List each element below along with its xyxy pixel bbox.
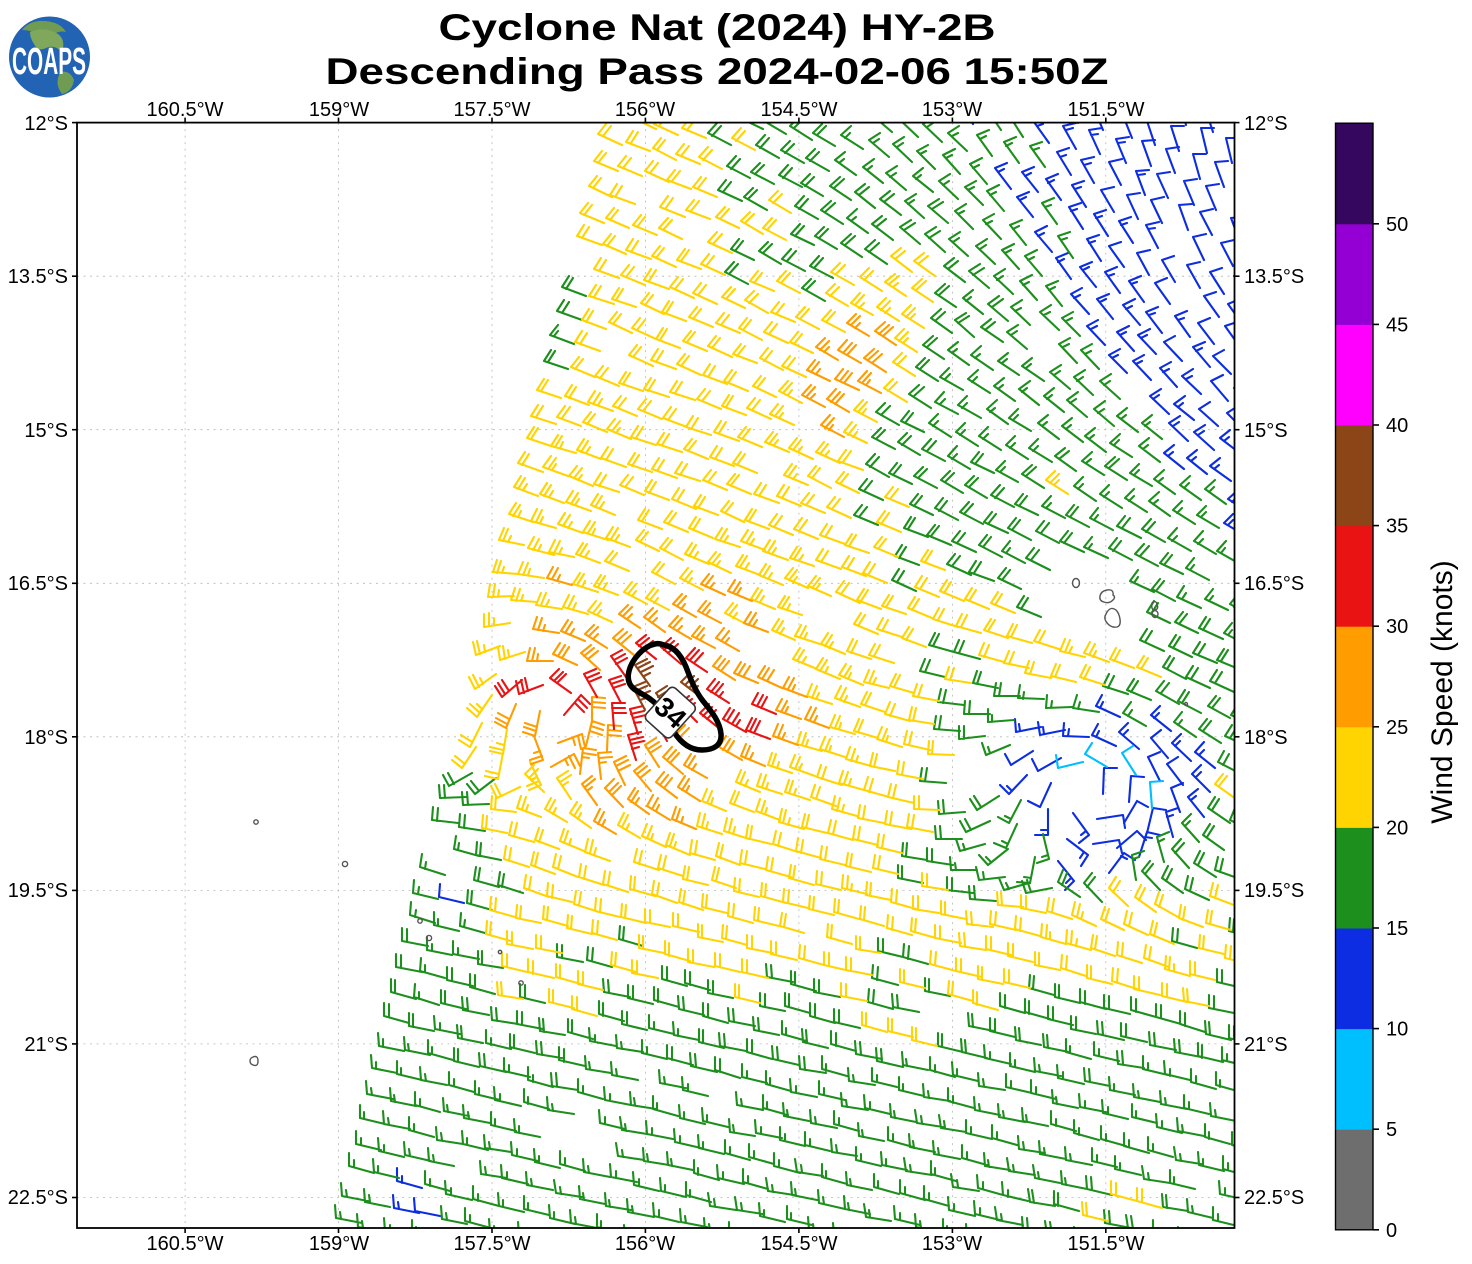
svg-text:154.5°W: 154.5°W [761, 99, 838, 121]
svg-text:18°S: 18°S [1244, 727, 1288, 749]
svg-text:15°S: 15°S [24, 420, 68, 442]
svg-text:16.5°S: 16.5°S [1244, 573, 1304, 595]
svg-text:45: 45 [1386, 314, 1408, 336]
svg-text:157.5°W: 157.5°W [454, 99, 531, 121]
svg-text:13.5°S: 13.5°S [8, 266, 68, 288]
svg-text:50: 50 [1386, 214, 1408, 236]
svg-text:COAPS: COAPS [12, 41, 86, 83]
svg-text:30: 30 [1386, 616, 1408, 638]
svg-text:5: 5 [1386, 1119, 1397, 1141]
svg-text:10: 10 [1386, 1019, 1408, 1041]
svg-text:Descending Pass 2024-02-06 15:: Descending Pass 2024-02-06 15:50Z [326, 51, 1109, 92]
svg-text:156°W: 156°W [615, 1233, 675, 1255]
svg-text:Wind Speed (knots): Wind Speed (knots) [1426, 560, 1459, 823]
svg-text:18°S: 18°S [24, 727, 68, 749]
svg-text:19.5°S: 19.5°S [1244, 880, 1304, 902]
svg-text:159°W: 159°W [309, 99, 369, 121]
svg-text:22.5°S: 22.5°S [8, 1187, 68, 1209]
svg-text:157.5°W: 157.5°W [454, 1233, 531, 1255]
svg-text:19.5°S: 19.5°S [8, 880, 68, 902]
svg-text:153°W: 153°W [922, 1233, 982, 1255]
svg-text:153°W: 153°W [922, 99, 982, 121]
svg-text:35: 35 [1386, 516, 1408, 538]
svg-text:16.5°S: 16.5°S [8, 573, 68, 595]
svg-text:22.5°S: 22.5°S [1244, 1187, 1304, 1209]
svg-text:20: 20 [1386, 817, 1408, 839]
svg-text:156°W: 156°W [615, 99, 675, 121]
svg-text:21°S: 21°S [24, 1034, 68, 1056]
svg-text:25: 25 [1386, 717, 1408, 739]
svg-text:160.5°W: 160.5°W [147, 1233, 224, 1255]
svg-text:13.5°S: 13.5°S [1244, 266, 1304, 288]
svg-text:0: 0 [1386, 1220, 1397, 1242]
svg-text:12°S: 12°S [1244, 113, 1288, 135]
svg-text:Cyclone Nat (2024) HY-2B: Cyclone Nat (2024) HY-2B [439, 7, 996, 48]
svg-text:15: 15 [1386, 918, 1408, 940]
svg-text:21°S: 21°S [1244, 1034, 1288, 1056]
svg-text:160.5°W: 160.5°W [147, 99, 224, 121]
svg-text:40: 40 [1386, 415, 1408, 437]
svg-text:151.5°W: 151.5°W [1068, 1233, 1145, 1255]
svg-text:159°W: 159°W [309, 1233, 369, 1255]
svg-text:154.5°W: 154.5°W [761, 1233, 838, 1255]
svg-text:12°S: 12°S [24, 113, 68, 135]
svg-text:151.5°W: 151.5°W [1068, 99, 1145, 121]
svg-text:15°S: 15°S [1244, 420, 1288, 442]
